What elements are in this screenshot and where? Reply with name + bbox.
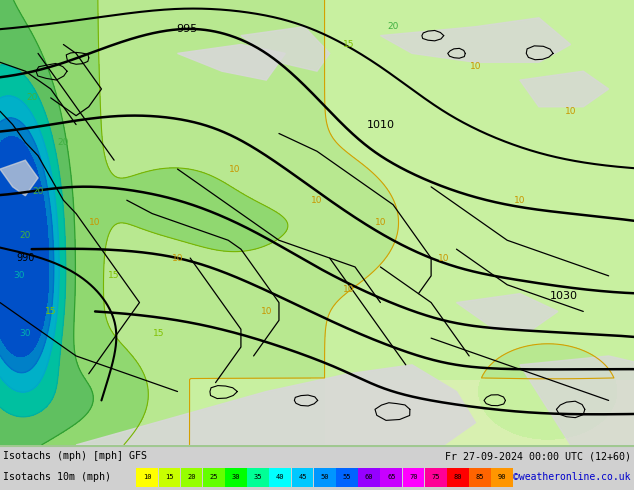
Text: 70: 70 bbox=[409, 474, 418, 480]
Bar bbox=[203, 468, 224, 487]
Bar bbox=[403, 468, 424, 487]
Text: 10: 10 bbox=[89, 218, 101, 227]
Text: Isotachs (mph) [mph] GFS: Isotachs (mph) [mph] GFS bbox=[3, 451, 147, 461]
Text: 30: 30 bbox=[20, 329, 31, 338]
Text: 1010: 1010 bbox=[366, 120, 394, 129]
Polygon shape bbox=[241, 26, 330, 71]
Text: ©weatheronline.co.uk: ©weatheronline.co.uk bbox=[514, 472, 631, 482]
Text: 20: 20 bbox=[187, 474, 196, 480]
Text: 15: 15 bbox=[165, 474, 174, 480]
Bar bbox=[469, 468, 491, 487]
Text: 10: 10 bbox=[343, 285, 354, 294]
Text: 30: 30 bbox=[13, 271, 25, 280]
Bar bbox=[314, 468, 335, 487]
Text: 10: 10 bbox=[565, 107, 576, 116]
Text: 15: 15 bbox=[343, 40, 354, 49]
Polygon shape bbox=[178, 45, 285, 80]
Polygon shape bbox=[520, 71, 609, 107]
Text: 10: 10 bbox=[172, 253, 183, 263]
Text: 50: 50 bbox=[320, 474, 329, 480]
Bar bbox=[292, 468, 313, 487]
Text: 30: 30 bbox=[231, 474, 240, 480]
Bar bbox=[225, 468, 247, 487]
Text: 20: 20 bbox=[32, 187, 44, 196]
Text: 10: 10 bbox=[261, 307, 272, 316]
Text: 80: 80 bbox=[453, 474, 462, 480]
Bar bbox=[491, 468, 513, 487]
Polygon shape bbox=[456, 294, 558, 329]
Text: 20: 20 bbox=[26, 94, 37, 102]
Polygon shape bbox=[380, 18, 571, 62]
Text: 15: 15 bbox=[108, 271, 120, 280]
Text: 10: 10 bbox=[311, 196, 323, 205]
Text: 90: 90 bbox=[498, 474, 507, 480]
Text: 10: 10 bbox=[514, 196, 526, 205]
Bar bbox=[447, 468, 469, 487]
Text: 55: 55 bbox=[342, 474, 351, 480]
Text: 995: 995 bbox=[176, 24, 198, 34]
Text: 75: 75 bbox=[431, 474, 440, 480]
Text: 10: 10 bbox=[470, 62, 481, 71]
Text: Fr 27-09-2024 00:00 UTC (12+60): Fr 27-09-2024 00:00 UTC (12+60) bbox=[445, 451, 631, 461]
Bar bbox=[247, 468, 269, 487]
Text: 85: 85 bbox=[476, 474, 484, 480]
Text: 15: 15 bbox=[153, 329, 164, 338]
Text: 40: 40 bbox=[276, 474, 285, 480]
Text: 60: 60 bbox=[365, 474, 373, 480]
Text: 65: 65 bbox=[387, 474, 396, 480]
Text: 25: 25 bbox=[209, 474, 218, 480]
Bar bbox=[158, 468, 180, 487]
Text: 10: 10 bbox=[438, 253, 450, 263]
Bar bbox=[425, 468, 446, 487]
Text: 990: 990 bbox=[16, 253, 34, 263]
Bar bbox=[380, 468, 402, 487]
Text: 20: 20 bbox=[58, 138, 69, 147]
Polygon shape bbox=[520, 356, 634, 445]
Text: 15: 15 bbox=[45, 307, 56, 316]
Text: Isotachs 10m (mph): Isotachs 10m (mph) bbox=[3, 472, 111, 482]
Text: 10: 10 bbox=[143, 474, 152, 480]
Bar bbox=[336, 468, 358, 487]
Text: 10: 10 bbox=[229, 165, 240, 173]
Text: 20: 20 bbox=[20, 231, 31, 240]
Text: 20: 20 bbox=[387, 22, 399, 31]
Polygon shape bbox=[0, 160, 38, 196]
Text: 35: 35 bbox=[254, 474, 262, 480]
Polygon shape bbox=[76, 365, 476, 445]
Bar bbox=[269, 468, 291, 487]
Text: 10: 10 bbox=[375, 218, 386, 227]
Text: 45: 45 bbox=[298, 474, 307, 480]
Bar bbox=[358, 468, 380, 487]
Bar bbox=[136, 468, 158, 487]
Bar bbox=[181, 468, 202, 487]
Text: 1030: 1030 bbox=[550, 291, 578, 301]
